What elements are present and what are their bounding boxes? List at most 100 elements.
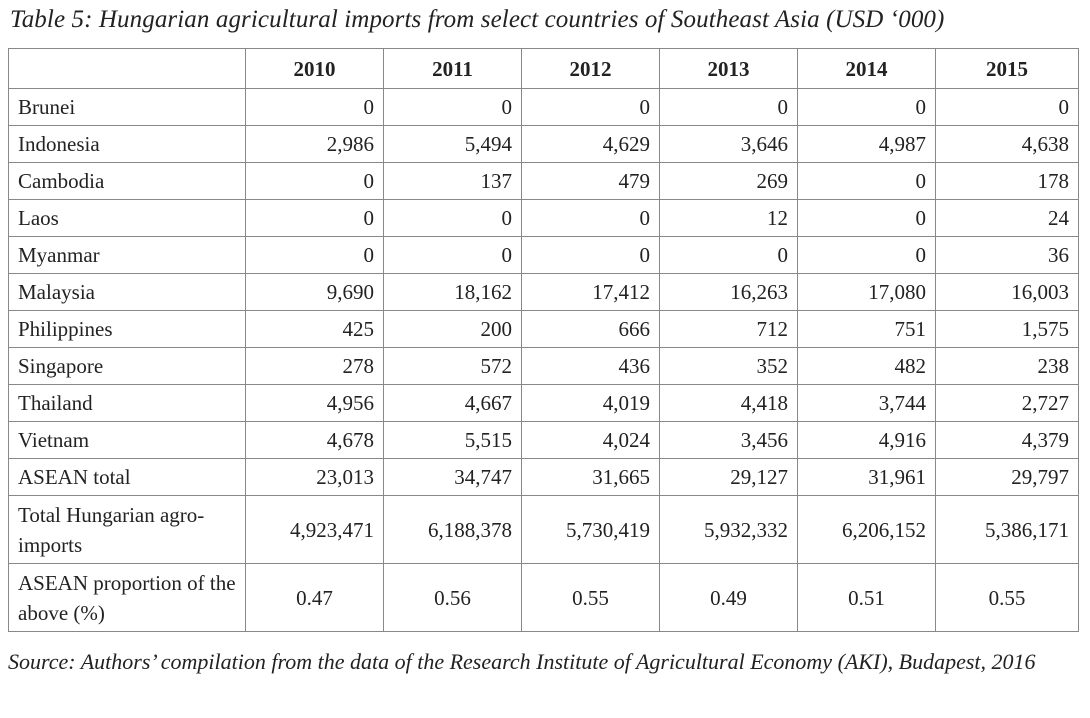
cell: 16,263 bbox=[659, 273, 798, 311]
cell: 4,678 bbox=[245, 421, 384, 459]
cell: 436 bbox=[521, 347, 660, 385]
row-label: Malaysia bbox=[8, 273, 246, 311]
cell: 0.55 bbox=[935, 563, 1079, 632]
cell: 178 bbox=[935, 162, 1079, 200]
table-row: Thailand 4,956 4,667 4,019 4,418 3,744 2,727 bbox=[8, 384, 1079, 422]
cell: 0 bbox=[797, 236, 936, 274]
table-row: ASEAN total 23,013 34,747 31,665 29,127 31,96… bbox=[8, 458, 1079, 496]
cell: 4,916 bbox=[797, 421, 936, 459]
table-row: Vietnam 4,678 5,515 4,024 3,456 4,916 4,379 bbox=[8, 421, 1079, 459]
cell: 6,188,378 bbox=[383, 495, 522, 564]
header-cell: 2014 bbox=[797, 48, 936, 89]
cell: 0.56 bbox=[383, 563, 522, 632]
cell: 2,986 bbox=[245, 125, 384, 163]
table-title: Table 5: Hungarian agricultural imports … bbox=[10, 6, 945, 33]
cell: 572 bbox=[383, 347, 522, 385]
cell: 712 bbox=[659, 310, 798, 348]
cell: 0 bbox=[521, 236, 660, 274]
cell: 0 bbox=[797, 88, 936, 126]
cell: 5,386,171 bbox=[935, 495, 1079, 564]
cell: 17,080 bbox=[797, 273, 936, 311]
table-row: Singapore 278 572 436 352 482 238 bbox=[8, 347, 1079, 385]
cell: 34,747 bbox=[383, 458, 522, 496]
cell: 31,961 bbox=[797, 458, 936, 496]
row-label: Myanmar bbox=[8, 236, 246, 274]
cell: 3,456 bbox=[659, 421, 798, 459]
table-body: Brunei 0 0 0 0 0 0 Indonesia 2,986 5,494 4,629 3,64… bbox=[8, 88, 1079, 632]
cell: 24 bbox=[935, 199, 1079, 237]
cell: 18,162 bbox=[383, 273, 522, 311]
cell: 4,987 bbox=[797, 125, 936, 163]
cell: 482 bbox=[797, 347, 936, 385]
cell: 0 bbox=[245, 236, 384, 274]
row-label: Total Hungarian agro-imports bbox=[8, 495, 246, 564]
cell: 5,494 bbox=[383, 125, 522, 163]
table-row: ASEAN proportion of the above (%) 0.47 0.5… bbox=[8, 563, 1079, 632]
cell: 2,727 bbox=[935, 384, 1079, 422]
row-label: Cambodia bbox=[8, 162, 246, 200]
cell: 5,932,332 bbox=[659, 495, 798, 564]
cell: 0.47 bbox=[245, 563, 384, 632]
cell: 5,515 bbox=[383, 421, 522, 459]
cell: 238 bbox=[935, 347, 1079, 385]
row-label: Thailand bbox=[8, 384, 246, 422]
cell: 0 bbox=[797, 162, 936, 200]
table-row: Laos 0 0 0 12 0 24 bbox=[8, 199, 1079, 237]
header-cell bbox=[8, 48, 246, 89]
cell: 17,412 bbox=[521, 273, 660, 311]
table-row: Total Hungarian agro-imports 4,923,471 6,1… bbox=[8, 495, 1079, 564]
cell: 3,744 bbox=[797, 384, 936, 422]
cell: 0 bbox=[521, 88, 660, 126]
cell: 269 bbox=[659, 162, 798, 200]
cell: 4,024 bbox=[521, 421, 660, 459]
cell: 0 bbox=[245, 162, 384, 200]
row-label: ASEAN total bbox=[8, 458, 246, 496]
cell: 1,575 bbox=[935, 310, 1079, 348]
cell: 0 bbox=[797, 199, 936, 237]
cell: 200 bbox=[383, 310, 522, 348]
cell: 0 bbox=[383, 199, 522, 237]
cell: 751 bbox=[797, 310, 936, 348]
cell: 31,665 bbox=[521, 458, 660, 496]
cell: 3,646 bbox=[659, 125, 798, 163]
table-row: Malaysia 9,690 18,162 17,412 16,263 17,080 16,… bbox=[8, 273, 1079, 311]
cell: 23,013 bbox=[245, 458, 384, 496]
cell: 479 bbox=[521, 162, 660, 200]
table-row: Cambodia 0 137 479 269 0 178 bbox=[8, 162, 1079, 200]
source-note: Source: Authors’ compilation from the da… bbox=[8, 649, 1036, 674]
header-cell: 2010 bbox=[245, 48, 384, 89]
cell: 4,019 bbox=[521, 384, 660, 422]
cell: 29,797 bbox=[935, 458, 1079, 496]
cell: 4,923,471 bbox=[245, 495, 384, 564]
row-label: ASEAN proportion of the above (%) bbox=[8, 563, 246, 632]
cell: 137 bbox=[383, 162, 522, 200]
cell: 12 bbox=[659, 199, 798, 237]
header-cell: 2013 bbox=[659, 48, 798, 89]
table-row: Indonesia 2,986 5,494 4,629 3,646 4,987 4,638 bbox=[8, 125, 1079, 163]
cell: 0 bbox=[245, 88, 384, 126]
cell: 29,127 bbox=[659, 458, 798, 496]
header-row: 2010 2011 2012 2013 2014 2015 bbox=[8, 48, 1079, 89]
cell: 16,003 bbox=[935, 273, 1079, 311]
data-table: 2010 2011 2012 2013 2014 2015 Brunei 0 0 0 0 0 0 Ind… bbox=[8, 48, 1079, 632]
cell: 0.55 bbox=[521, 563, 660, 632]
cell: 6,206,152 bbox=[797, 495, 936, 564]
cell: 0 bbox=[659, 236, 798, 274]
cell: 4,638 bbox=[935, 125, 1079, 163]
cell: 4,379 bbox=[935, 421, 1079, 459]
cell: 425 bbox=[245, 310, 384, 348]
cell: 0 bbox=[659, 88, 798, 126]
cell: 0 bbox=[383, 236, 522, 274]
cell: 0.49 bbox=[659, 563, 798, 632]
header-cell: 2011 bbox=[383, 48, 522, 89]
cell: 0 bbox=[245, 199, 384, 237]
cell: 4,956 bbox=[245, 384, 384, 422]
table-row: Myanmar 0 0 0 0 0 36 bbox=[8, 236, 1079, 274]
table-row: Philippines 425 200 666 712 751 1,575 bbox=[8, 310, 1079, 348]
cell: 4,667 bbox=[383, 384, 522, 422]
row-label: Vietnam bbox=[8, 421, 246, 459]
row-label: Indonesia bbox=[8, 125, 246, 163]
cell: 36 bbox=[935, 236, 1079, 274]
cell: 0.51 bbox=[797, 563, 936, 632]
